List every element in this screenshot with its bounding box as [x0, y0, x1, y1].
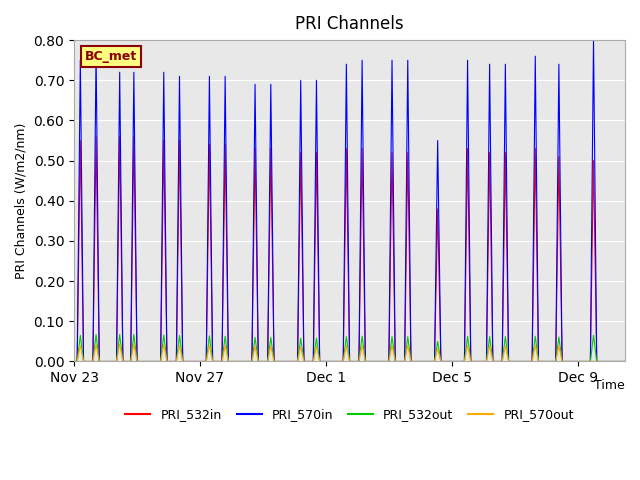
Title: PRI Channels: PRI Channels: [295, 15, 404, 33]
Legend: PRI_532in, PRI_570in, PRI_532out, PRI_570out: PRI_532in, PRI_570in, PRI_532out, PRI_57…: [120, 403, 579, 426]
Y-axis label: PRI Channels (W/m2/nm): PRI Channels (W/m2/nm): [15, 122, 28, 279]
Text: Time: Time: [595, 379, 625, 392]
Text: BC_met: BC_met: [85, 50, 138, 63]
